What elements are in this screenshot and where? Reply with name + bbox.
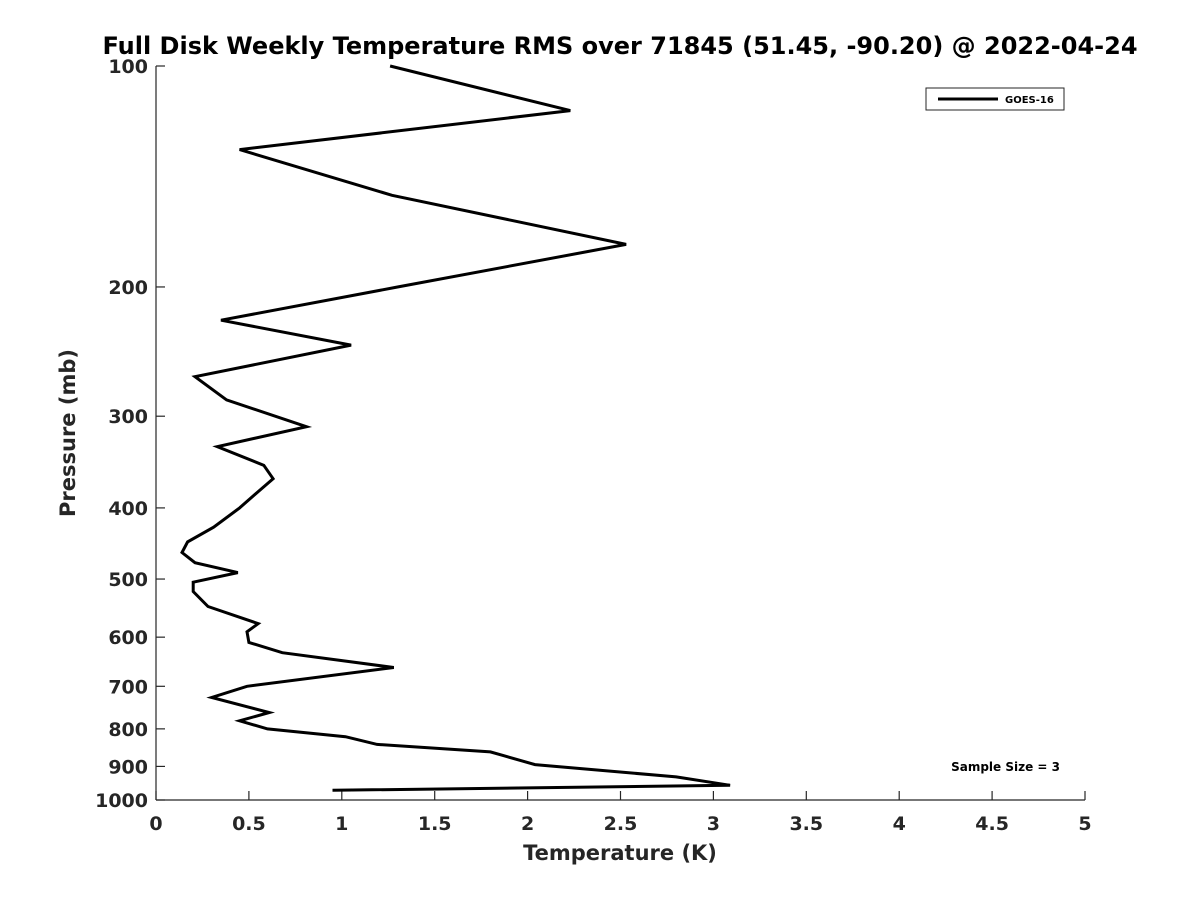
x-tick-label: 1 (335, 813, 348, 835)
x-tick-label: 4 (893, 813, 906, 835)
y-tick-label: 800 (108, 719, 148, 741)
series-layer (180, 64, 731, 792)
x-tick-label: 0 (149, 813, 162, 835)
axes (155, 66, 1085, 801)
y-tick-label: 400 (108, 498, 148, 520)
y-tick-label: 600 (108, 627, 148, 649)
y-tick-label: 100 (108, 56, 148, 78)
series-line (180, 64, 731, 792)
x-tick-label: 2.5 (604, 813, 638, 835)
x-axis-label: Temperature (K) (523, 841, 717, 865)
sample-size-annotation: Sample Size = 3 (951, 760, 1060, 774)
x-ticks: 0 0.5 1 1.5 2 2.5 3 3.5 4 4.5 5 (149, 791, 1092, 835)
y-axis-label: Pressure (mb) (56, 349, 80, 517)
y-tick-label: 900 (108, 756, 148, 778)
y-tick-label: 200 (108, 277, 148, 299)
x-tick-label: 5 (1078, 813, 1091, 835)
y-ticks: 100 200 300 400 500 600 700 800 900 1000 (95, 56, 165, 812)
y-tick-label: 500 (108, 569, 148, 591)
x-tick-label: 3 (707, 813, 720, 835)
chart-title: Full Disk Weekly Temperature RMS over 71… (102, 32, 1137, 60)
x-tick-label: 0.5 (232, 813, 266, 835)
x-tick-label: 1.5 (418, 813, 452, 835)
x-tick-label: 2 (521, 813, 534, 835)
x-tick-label: 4.5 (975, 813, 1009, 835)
legend-label: GOES-16 (1005, 95, 1054, 106)
y-tick-label: 700 (108, 676, 148, 698)
y-tick-label: 300 (108, 406, 148, 428)
x-tick-label: 3.5 (789, 813, 823, 835)
legend: GOES-16 (925, 87, 1065, 111)
y-tick-label: 1000 (95, 790, 148, 812)
